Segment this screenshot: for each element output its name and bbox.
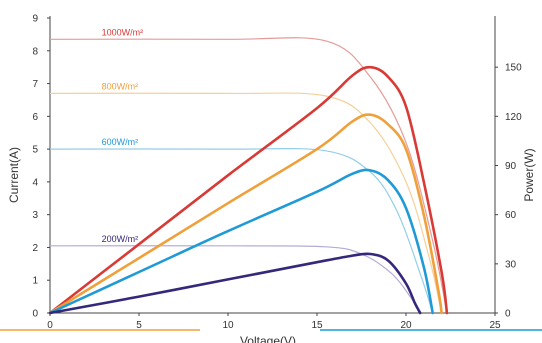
y-right-tick-label: 150 xyxy=(505,63,522,74)
y-right-tick-label: 90 xyxy=(505,161,517,172)
iv-curves xyxy=(49,37,448,314)
y-right-tick-label: 30 xyxy=(505,259,517,270)
y-left-tick-label: 9 xyxy=(32,14,38,25)
y-right-tick-label: 60 xyxy=(505,210,517,221)
iv-curve-0 xyxy=(49,37,448,314)
y-left-tick-label: 3 xyxy=(32,210,38,221)
power-curve-2 xyxy=(48,168,434,315)
y-left-tick-label: 1 xyxy=(32,276,38,287)
y-axis-right-title: Power(W) xyxy=(522,148,536,201)
iv-curve-3 xyxy=(49,245,421,314)
irradiance-label-2: 600W/m² xyxy=(102,137,139,147)
power-curves xyxy=(48,65,449,315)
y-left-tick-label: 4 xyxy=(32,177,38,188)
x-tick-label: 10 xyxy=(222,320,234,331)
y-left-tick-label: 2 xyxy=(32,243,38,254)
y-left-tick-label: 7 xyxy=(32,79,38,90)
y-left-tick-label: 5 xyxy=(32,145,38,156)
power-curve-3 xyxy=(48,252,422,315)
iv-curve-2 xyxy=(49,148,434,314)
power-curve-0 xyxy=(48,65,449,315)
y-right-tick-label: 0 xyxy=(505,309,511,320)
x-tick-label: 20 xyxy=(400,320,412,331)
y-left-tick-label: 0 xyxy=(32,309,38,320)
x-tick-label: 25 xyxy=(489,320,501,331)
axes xyxy=(0,16,542,331)
power-curve-1 xyxy=(48,113,443,315)
irradiance-label-0: 1000W/m² xyxy=(102,27,144,37)
y-axis-left-title: Current(A) xyxy=(7,147,21,203)
y-left-tick-label: 6 xyxy=(32,112,38,123)
y-left-tick-label: 8 xyxy=(32,46,38,57)
irradiance-labels: 1000W/m² 800W/m² 600W/m² 200W/m² xyxy=(102,27,144,244)
x-tick-label: 15 xyxy=(311,320,323,331)
irradiance-label-3: 200W/m² xyxy=(102,234,139,244)
x-tick-label: 0 xyxy=(47,320,53,331)
irradiance-label-1: 800W/m² xyxy=(102,81,139,91)
x-axis-title: Voltage(V) xyxy=(240,334,296,343)
x-tick-label: 5 xyxy=(136,320,142,331)
iv-curve-1 xyxy=(49,92,443,314)
y-right-tick-label: 120 xyxy=(505,112,522,123)
